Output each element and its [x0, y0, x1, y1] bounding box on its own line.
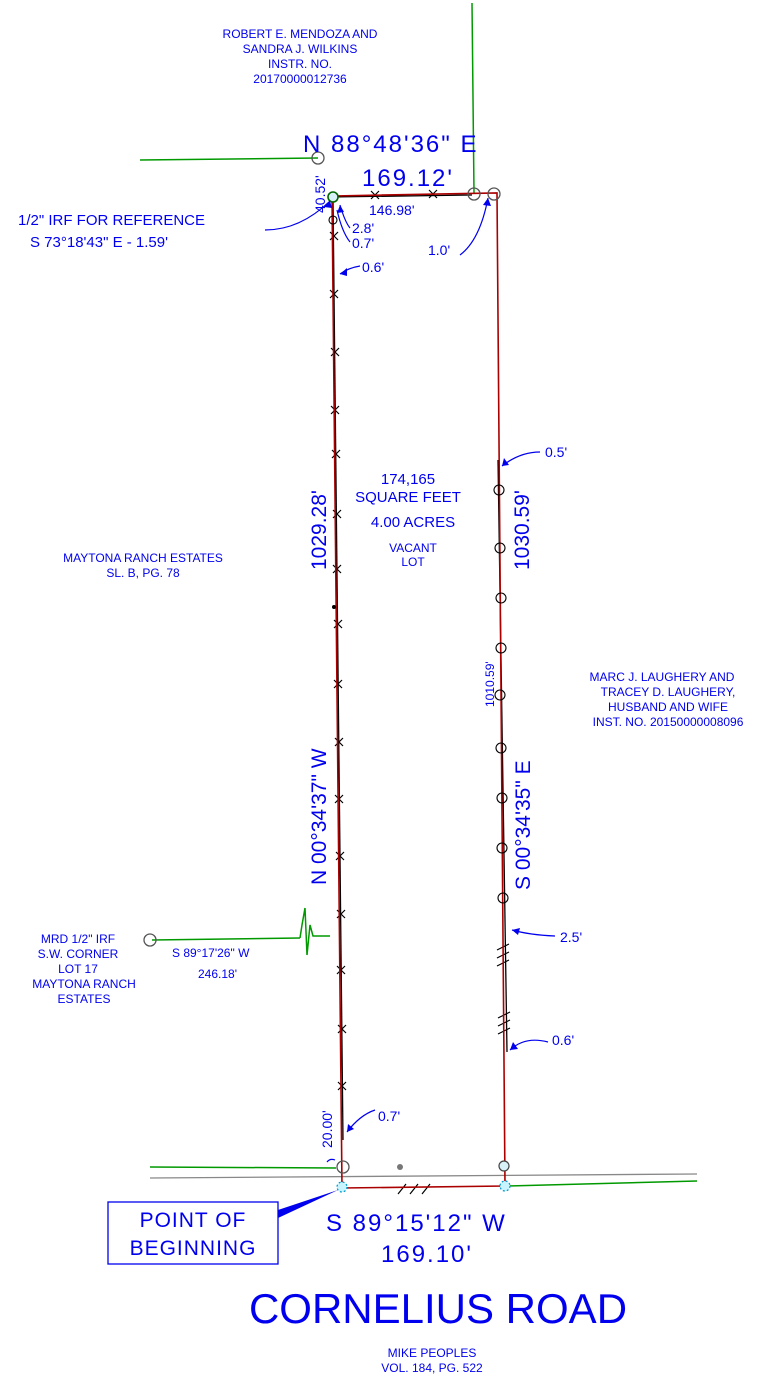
- north-distance: 169.12': [362, 165, 454, 192]
- svg-text:TRACEY D. LAUGHERY,: TRACEY D. LAUGHERY,: [601, 685, 736, 699]
- svg-text:ROBERT E. MENDOZA AND: ROBERT E. MENDOZA AND: [223, 27, 378, 41]
- offset-ne: 1.0': [428, 242, 450, 258]
- irf-reference-line2: S 73°18'43" E - 1.59': [30, 234, 168, 251]
- irf-reference-line1: 1/2" IRF FOR REFERENCE: [18, 212, 205, 229]
- svg-text:INST. NO. 20150000008096: INST. NO. 20150000008096: [593, 715, 744, 729]
- ne-pin-a: [467, 187, 481, 201]
- property-boundary: [331, 192, 506, 1189]
- svg-text:LOT: LOT: [401, 555, 425, 569]
- offset-east-lower: 0.6': [552, 1032, 574, 1048]
- arrow-heads: [324, 198, 520, 1132]
- svg-text:MIKE PEOPLES: MIKE PEOPLES: [388, 1346, 477, 1360]
- offset-sw: 0.7': [378, 1108, 400, 1124]
- owner-north: ROBERT E. MENDOZA AND SANDRA J. WILKINS …: [223, 27, 378, 86]
- road-name: CORNELIUS ROAD: [249, 1285, 627, 1332]
- area-block: 174,165 SQUARE FEET 4.00 ACRES VACANT LO…: [355, 471, 461, 569]
- offset-b: 0.7': [352, 235, 374, 251]
- corner-monuments: [143, 151, 501, 1174]
- offset-east-mid: 2.5': [560, 929, 582, 945]
- leader-lines: [264, 197, 556, 1163]
- offset-east-upper: 0.5': [545, 444, 567, 460]
- svg-text:S.W. CORNER: S.W. CORNER: [38, 947, 119, 961]
- fence-posts: [328, 215, 509, 904]
- svg-text:174,165: 174,165: [381, 471, 435, 488]
- west-line-dot: [332, 605, 336, 609]
- nw-set-pin: [327, 191, 339, 203]
- east-bearing: S 00°34'35" E: [512, 760, 535, 890]
- svg-text:MRD 1/2" IRF: MRD 1/2" IRF: [41, 932, 115, 946]
- ne-pin-b: [487, 187, 501, 201]
- hash-marks: [397, 943, 511, 1195]
- owner-west: MAYTONA RANCH ESTATES SL. B, PG. 78: [63, 551, 223, 580]
- pob-pin: [336, 1181, 348, 1193]
- svg-text:MARC J. LAUGHERY AND: MARC J. LAUGHERY AND: [590, 670, 735, 684]
- pob-box: [107, 1201, 279, 1265]
- offset-a: 2.8': [352, 220, 374, 236]
- sw-pin: [336, 1160, 350, 1174]
- svg-text:SL. B, PG. 78: SL. B, PG. 78: [106, 566, 180, 580]
- svg-text:20170000012736: 20170000012736: [253, 72, 347, 86]
- north-bearing: N 88°48'36" E: [303, 131, 478, 158]
- se-road-pin: [499, 1180, 511, 1192]
- sw-vertical-offset: 20.00': [319, 1110, 335, 1148]
- svg-text:INSTR. NO.: INSTR. NO.: [268, 57, 332, 71]
- south-distance: 169.10': [381, 1241, 473, 1268]
- svg-text:VACANT: VACANT: [389, 541, 437, 555]
- tie-bearing: S 89°17'26" W: [172, 946, 250, 960]
- adjoiner-lines: [139, 2, 698, 1187]
- nw-reference-pin: [311, 151, 325, 165]
- mrd-irf-pin: [143, 933, 157, 947]
- west-bearing: N 00°34'37" W: [308, 748, 331, 885]
- svg-text:MAYTONA RANCH ESTATES: MAYTONA RANCH ESTATES: [63, 551, 223, 565]
- owner-south: MIKE PEOPLES VOL. 184, PG. 522: [381, 1346, 483, 1375]
- pob-line2: BEGINNING: [130, 1237, 257, 1260]
- fence-lines: [330, 194, 508, 1141]
- west-distance: 1029.28': [308, 490, 331, 570]
- pob-line1: POINT OF: [140, 1209, 247, 1232]
- svg-text:HUSBAND AND WIFE: HUSBAND AND WIFE: [608, 700, 728, 714]
- se-pin: [498, 1160, 510, 1172]
- svg-text:SANDRA J. WILKINS: SANDRA J. WILKINS: [243, 42, 358, 56]
- tie-distance: 246.18': [198, 967, 237, 981]
- svg-text:SQUARE FEET: SQUARE FEET: [355, 489, 461, 506]
- svg-text:4.00 ACRES: 4.00 ACRES: [371, 514, 455, 531]
- fence-x-marks: [329, 189, 438, 1091]
- road-marker: [397, 1164, 403, 1170]
- road-edge-line: [149, 1173, 698, 1179]
- mrd-note: MRD 1/2" IRF S.W. CORNER LOT 17 MAYTONA …: [32, 932, 136, 1006]
- south-bearing: S 89°15'12" W: [326, 1210, 507, 1237]
- svg-text:VOL. 184, PG. 522: VOL. 184, PG. 522: [381, 1361, 483, 1375]
- pob-pointer: [278, 1190, 338, 1218]
- svg-text:LOT 17: LOT 17: [58, 962, 98, 976]
- svg-text:ESTATES: ESTATES: [58, 992, 111, 1006]
- svg-text:MAYTONA RANCH: MAYTONA RANCH: [32, 977, 136, 991]
- owner-east: MARC J. LAUGHERY AND TRACEY D. LAUGHERY,…: [590, 670, 744, 729]
- east-distance: 1030.59': [511, 490, 534, 570]
- east-fence-length: 1010.59': [483, 661, 497, 707]
- nw-vertical-offset: 40.52': [312, 175, 328, 213]
- north-fence-length: 146.98': [369, 202, 415, 218]
- offset-c: 0.6': [362, 259, 384, 275]
